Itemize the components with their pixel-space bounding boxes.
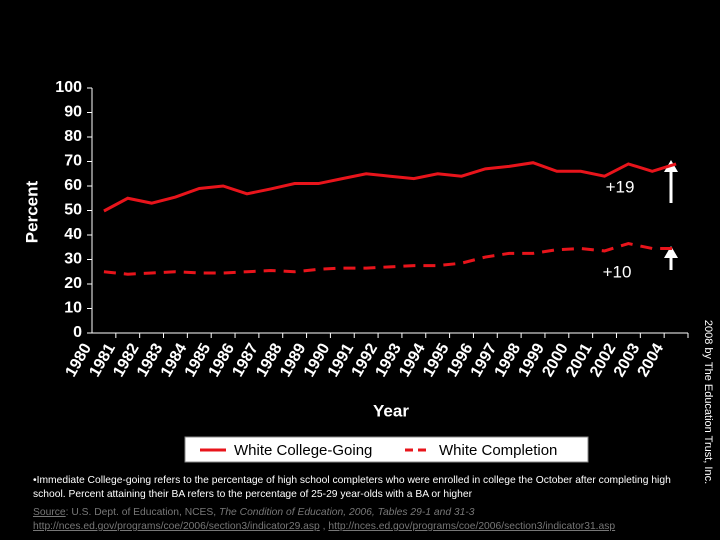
arrow-head [664, 246, 678, 258]
y-tick-label: 0 [73, 324, 82, 341]
y-tick-label: 50 [64, 202, 82, 219]
annotation: +10 [603, 262, 632, 281]
source-link[interactable]: http://nces.ed.gov/programs/coe/2006/sec… [33, 521, 320, 532]
y-axis-label: Percent [22, 180, 41, 243]
source-text: : U.S. Dept. of Education, NCES, [65, 507, 220, 518]
annotation: +19 [606, 177, 635, 196]
legend-label: White College-Going [234, 442, 372, 459]
y-tick-label: 90 [64, 104, 82, 121]
series-line [103, 242, 677, 276]
x-tick-label: 2004 [635, 341, 668, 380]
footnote: •Immediate College-going refers to the p… [33, 475, 671, 500]
y-tick-label: 20 [64, 275, 82, 292]
y-tick-label: 100 [55, 79, 82, 96]
source-link[interactable]: http://nces.ed.gov/programs/coe/2006/sec… [328, 521, 616, 532]
series-line [103, 161, 677, 213]
y-tick-label: 40 [64, 226, 82, 243]
legend-label: White Completion [439, 442, 557, 459]
separator: , [319, 521, 329, 532]
source-publication: The Condition of Education, 2006, Tables… [219, 507, 475, 518]
y-tick-label: 30 [64, 251, 82, 268]
y-tick-label: 70 [64, 153, 82, 170]
source: Source: U.S. Dept. of Education, NCES, T… [33, 506, 703, 534]
y-tick-label: 60 [64, 177, 82, 194]
y-tick-label: 80 [64, 128, 82, 145]
legend [184, 436, 589, 463]
credit: 2008 by The Education Trust, Inc. [702, 319, 714, 485]
y-tick-label: 10 [64, 300, 82, 317]
x-axis-label: Year [373, 401, 409, 420]
chart-title: College Going vs. Completion of BA or Hi… [66, 34, 664, 94]
source-label: Source [33, 507, 66, 518]
